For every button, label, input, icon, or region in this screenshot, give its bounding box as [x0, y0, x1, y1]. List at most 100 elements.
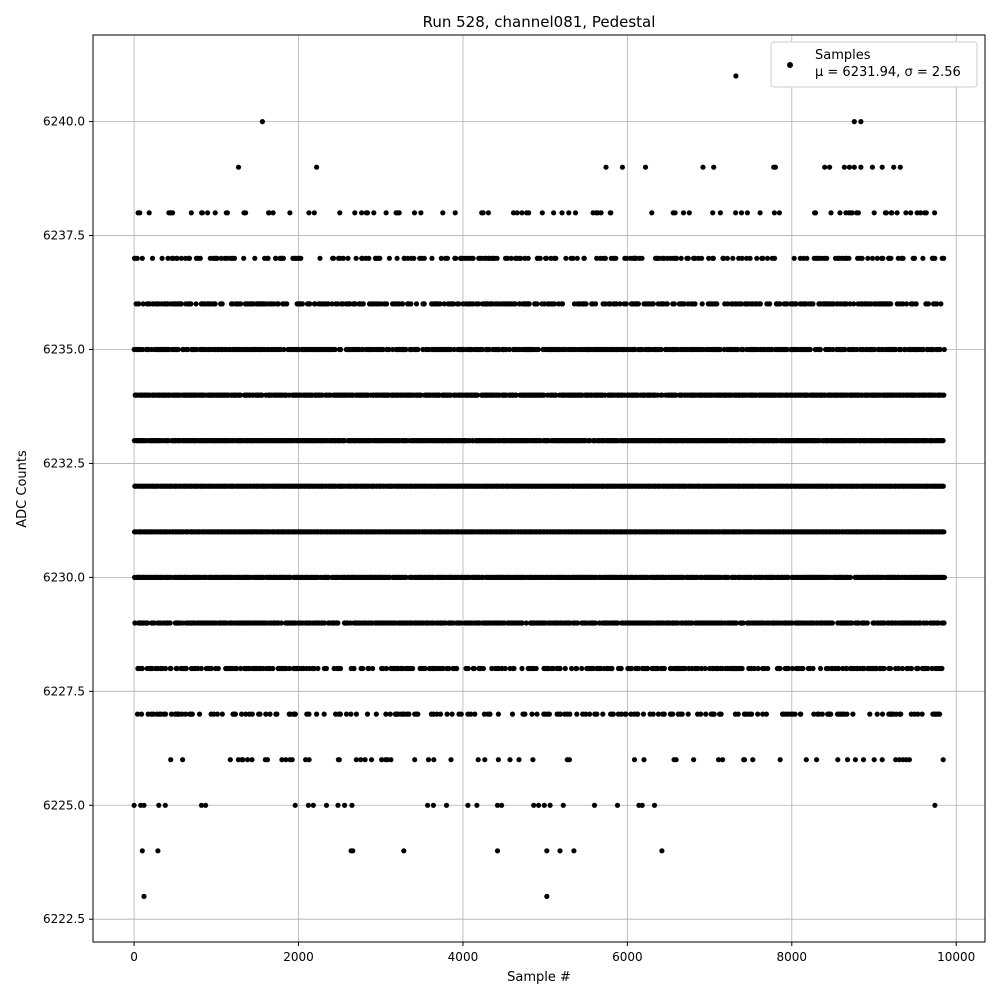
sample-point [567, 711, 573, 717]
sample-point [168, 757, 174, 763]
sample-point [239, 711, 245, 717]
sample-point [519, 665, 525, 672]
sample-point [569, 665, 575, 672]
sample-point [306, 711, 312, 717]
sample-point [851, 164, 857, 170]
sample-point [343, 711, 350, 717]
sample-point [183, 665, 189, 672]
sample-point [509, 711, 516, 717]
sample-point [615, 620, 621, 626]
sample-point [847, 574, 854, 581]
sample-point [879, 164, 885, 170]
sample-point [131, 802, 137, 808]
sample-point [243, 711, 249, 717]
sample-point [932, 802, 938, 808]
sample-point [541, 802, 547, 808]
sample-point [208, 665, 214, 672]
sample-point [415, 711, 421, 717]
sample-point [841, 164, 848, 170]
sample-point [323, 665, 329, 672]
sample-point [141, 802, 147, 808]
sample-point [940, 757, 946, 763]
sample-point [772, 164, 779, 170]
sample-point [292, 802, 298, 808]
sample-point [336, 757, 342, 763]
sample-point [939, 665, 945, 672]
sample-point [751, 665, 758, 672]
sample-point [635, 665, 642, 672]
sample-point [314, 711, 320, 717]
sample-point [415, 346, 421, 353]
sample-point [175, 346, 181, 353]
sample-point [725, 574, 731, 581]
sample-point [789, 665, 796, 672]
sample-point [915, 711, 921, 717]
sample-point [240, 757, 246, 763]
sample-point [522, 711, 528, 717]
sample-point [899, 665, 906, 672]
sample-point [679, 711, 685, 717]
sample-point [259, 119, 265, 125]
sample-point [530, 757, 536, 763]
sample-point [575, 620, 581, 626]
sample-point [278, 620, 284, 626]
sample-point [321, 620, 328, 626]
sample-point [874, 711, 880, 717]
sample-point [198, 802, 205, 808]
sample-point [373, 711, 379, 717]
sample-point [474, 802, 480, 808]
sample-point [574, 665, 580, 672]
sample-point [879, 711, 886, 717]
sample-point [810, 665, 816, 672]
sample-point [827, 164, 833, 170]
sample-point [798, 711, 804, 717]
sample-point [283, 757, 289, 763]
sample-point [523, 620, 529, 626]
sample-point [670, 711, 676, 717]
sample-point [507, 757, 513, 763]
sample-point [735, 711, 741, 717]
sample-point [715, 757, 722, 763]
sample-point [215, 665, 221, 672]
sample-point [560, 802, 566, 808]
sample-point [233, 665, 240, 672]
sample-point [358, 757, 364, 763]
sample-point [755, 665, 761, 672]
sample-point [891, 164, 897, 170]
sample-point [846, 164, 853, 170]
sample-point [720, 757, 726, 763]
sample-point [235, 164, 242, 170]
sample-point [583, 711, 589, 717]
sample-point [566, 757, 573, 763]
sample-point [198, 665, 204, 672]
sample-point [511, 665, 517, 672]
sample-point [136, 301, 142, 307]
sample-point [562, 665, 568, 672]
sample-point [869, 164, 876, 170]
sample-point [733, 73, 739, 79]
sample-point [353, 711, 359, 717]
sample-point [434, 711, 440, 717]
sample-point [494, 802, 501, 808]
sample-point [924, 620, 930, 626]
sample-point [785, 665, 792, 672]
sample-point [755, 711, 761, 717]
sample-point [635, 711, 641, 717]
sample-point [535, 346, 542, 353]
sample-point [338, 346, 344, 353]
sample-point [940, 438, 946, 444]
sample-point [631, 757, 638, 763]
sample-point [639, 802, 645, 808]
sample-point [454, 665, 460, 672]
sample-point [871, 757, 877, 763]
sample-point [698, 665, 705, 672]
sample-point [851, 119, 857, 125]
sample-point [494, 848, 501, 854]
sample-point [465, 665, 471, 672]
sample-point [335, 620, 341, 626]
sample-point [431, 757, 437, 763]
sample-point [337, 665, 344, 672]
sample-point [915, 665, 921, 672]
sample-point [941, 620, 947, 626]
sample-point [645, 665, 651, 672]
